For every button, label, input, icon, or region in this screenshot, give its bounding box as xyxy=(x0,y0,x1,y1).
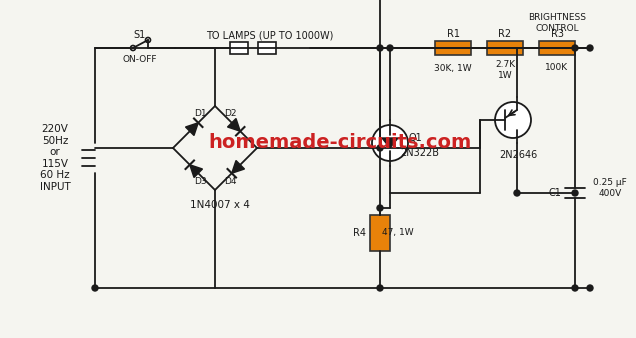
Circle shape xyxy=(92,285,98,291)
Text: D1: D1 xyxy=(194,110,206,119)
FancyBboxPatch shape xyxy=(230,42,248,54)
Circle shape xyxy=(514,190,520,196)
Circle shape xyxy=(587,45,593,51)
Polygon shape xyxy=(186,123,198,136)
Text: 100K: 100K xyxy=(546,64,569,72)
Circle shape xyxy=(377,45,383,51)
Text: S1: S1 xyxy=(134,30,146,40)
FancyBboxPatch shape xyxy=(258,42,276,54)
Circle shape xyxy=(572,285,578,291)
Text: R4: R4 xyxy=(354,228,366,238)
Circle shape xyxy=(387,45,393,51)
Text: C1: C1 xyxy=(549,188,562,198)
Text: 0.25 μF
400V: 0.25 μF 400V xyxy=(593,178,627,198)
FancyBboxPatch shape xyxy=(487,41,523,55)
Text: 220V
50Hz
or
115V
60 Hz
INPUT: 220V 50Hz or 115V 60 Hz INPUT xyxy=(39,124,71,192)
Text: 2N2646: 2N2646 xyxy=(499,150,537,160)
Text: 2.7K
1W: 2.7K 1W xyxy=(495,60,515,80)
Text: 1N4007 x 4: 1N4007 x 4 xyxy=(190,200,250,210)
Text: 2N322B: 2N322B xyxy=(401,148,439,158)
Text: TO LAMPS (UP TO 1000W): TO LAMPS (UP TO 1000W) xyxy=(206,30,334,40)
Text: R2: R2 xyxy=(499,29,511,39)
Text: D3: D3 xyxy=(194,177,206,187)
FancyBboxPatch shape xyxy=(435,41,471,55)
Text: R1: R1 xyxy=(446,29,459,39)
Circle shape xyxy=(146,38,151,43)
Text: homemade-circuits.com: homemade-circuits.com xyxy=(209,134,472,152)
Circle shape xyxy=(495,102,531,138)
Circle shape xyxy=(372,125,408,161)
Polygon shape xyxy=(190,165,202,177)
Circle shape xyxy=(572,190,578,196)
Polygon shape xyxy=(228,119,240,131)
Circle shape xyxy=(587,285,593,291)
FancyBboxPatch shape xyxy=(370,215,390,251)
Text: D4: D4 xyxy=(224,177,236,187)
Polygon shape xyxy=(232,161,244,173)
Circle shape xyxy=(572,45,578,51)
Text: D2: D2 xyxy=(224,110,236,119)
Circle shape xyxy=(377,145,383,151)
Text: 30K, 1W: 30K, 1W xyxy=(434,64,472,72)
Circle shape xyxy=(377,285,383,291)
Text: BRIGHTNESS
CONTROL: BRIGHTNESS CONTROL xyxy=(528,13,586,33)
Polygon shape xyxy=(382,138,398,148)
Text: 47, 1W: 47, 1W xyxy=(382,228,414,238)
Text: Q1: Q1 xyxy=(408,133,422,143)
Text: R3: R3 xyxy=(551,29,563,39)
FancyBboxPatch shape xyxy=(539,41,575,55)
Text: ON-OFF: ON-OFF xyxy=(123,55,157,65)
Circle shape xyxy=(377,205,383,211)
Circle shape xyxy=(130,46,135,50)
